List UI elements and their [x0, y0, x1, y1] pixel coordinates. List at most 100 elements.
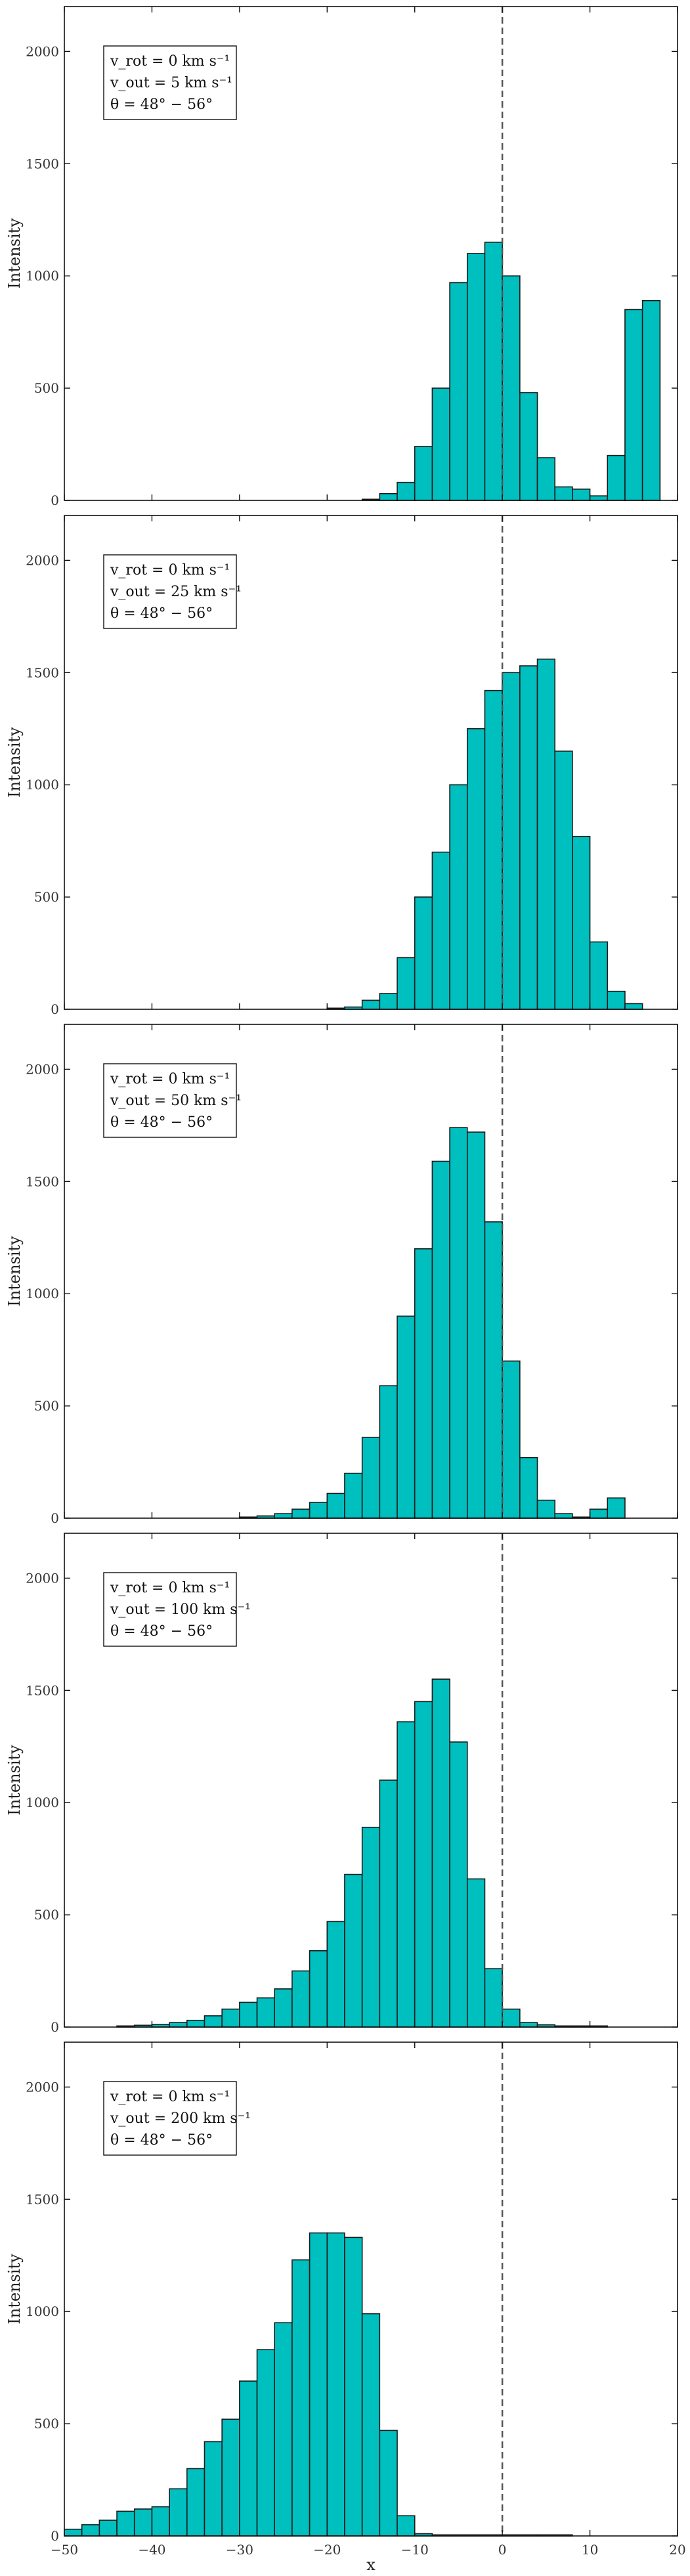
histogram-bar [169, 2022, 188, 2028]
histogram-bar [326, 1921, 345, 2028]
y-tick-label: 500 [34, 1398, 59, 1414]
histogram-bar [309, 1950, 328, 2028]
legend-box [103, 554, 237, 629]
histogram-bar [466, 728, 486, 1010]
plot-frame [64, 2041, 678, 2537]
histogram-bar [519, 392, 538, 501]
histogram-bar [379, 1779, 398, 2028]
histogram-bar [502, 1360, 521, 1519]
histogram-bar [536, 658, 555, 1010]
histogram-bar [326, 1493, 345, 1519]
y-tick-label: 1500 [26, 665, 59, 680]
y-tick-label: 1000 [26, 1286, 59, 1301]
legend-box [103, 1063, 237, 1138]
plot-frame [64, 515, 678, 1010]
histogram-bar [344, 1873, 363, 2028]
y-axis-label: Intensity [5, 2254, 24, 2325]
histogram-bar [81, 2524, 100, 2537]
x-axis-label: x [366, 2556, 376, 2574]
histogram-bar [326, 2232, 345, 2537]
histogram-bar [589, 1508, 609, 1519]
y-tick-label: 500 [34, 889, 59, 905]
y-axis-label: Intensity [5, 1745, 24, 1816]
histogram-bar [536, 1499, 555, 1519]
histogram-bar [239, 2380, 258, 2537]
x-tick-label: 10 [582, 2542, 598, 2558]
histogram-bar [536, 457, 555, 501]
legend-entry: v_out = 5 km s⁻¹ [110, 75, 232, 91]
histogram-bar [466, 1878, 486, 2028]
histogram-bar [449, 282, 468, 501]
histogram-bar [361, 999, 381, 1010]
y-tick-label: 500 [34, 1907, 59, 1923]
histogram-bar [466, 253, 486, 501]
histogram-bar [449, 1127, 468, 1519]
histogram-bar [133, 2508, 153, 2537]
histogram-bar [204, 2015, 223, 2028]
histogram-bar [204, 2441, 223, 2537]
y-tick-label: 0 [51, 1001, 59, 1017]
y-tick-label: 2000 [26, 1061, 59, 1077]
histogram-bar [414, 446, 433, 501]
histogram-bar [572, 836, 591, 1010]
histogram-bar [414, 1701, 433, 2028]
histogram-bar [379, 1385, 398, 1519]
x-tick-label: −30 [226, 2542, 253, 2558]
y-tick-label: 1500 [26, 1173, 59, 1189]
histogram-bar [397, 481, 416, 501]
histogram-bar [519, 1456, 538, 1519]
histogram-bar [624, 309, 643, 501]
histogram-bar [221, 2418, 240, 2537]
panel-2: 0 500 1000 1500 2000 Intensity v_rot = 0 km s⁻… [5, 515, 678, 1017]
histogram-bar [414, 896, 433, 1010]
y-axis-label: Intensity [5, 1236, 24, 1307]
x-tick-label: −40 [138, 2542, 165, 2558]
histogram-bar [554, 751, 573, 1010]
legend-entry: θ = 48° − 56° [110, 605, 213, 622]
legend-box [103, 2081, 237, 2156]
histogram-bar [309, 2232, 328, 2537]
plot-frame [64, 1024, 678, 1519]
histogram-bar [589, 941, 609, 1010]
x-tick-label: 20 [669, 2542, 685, 2558]
y-tick-label: 2000 [26, 43, 59, 59]
histogram-bar [397, 1721, 416, 2028]
legend-entry: v_rot = 0 km s⁻¹ [110, 1071, 230, 1087]
y-axis-label: Intensity [5, 727, 24, 798]
histogram-bar [519, 2022, 538, 2028]
histogram-bar [431, 1678, 450, 2028]
y-tick-label: 0 [51, 492, 59, 508]
histogram-bar [291, 2259, 311, 2537]
histogram-bar [239, 2001, 258, 2028]
histogram-bar [414, 1248, 433, 1519]
histogram-bar [484, 1221, 503, 1519]
histogram-bar [484, 242, 503, 501]
y-tick-label: 1000 [26, 1795, 59, 1810]
histogram-bar [607, 1497, 626, 1519]
y-tick-label: 2000 [26, 2079, 59, 2095]
histogram-bar [274, 2322, 293, 2537]
histogram-bar [256, 1997, 276, 2028]
histogram-bar [502, 2008, 521, 2028]
y-axis-label: Intensity [5, 218, 24, 289]
histogram-bar [484, 689, 503, 1010]
histogram-bar [274, 1513, 293, 1519]
legend-entry: θ = 48° − 56° [110, 2132, 213, 2149]
histogram-bar [554, 486, 573, 501]
y-tick-label: 2000 [26, 1570, 59, 1586]
histogram-bar [361, 1437, 381, 1519]
legend-entry: v_rot = 0 km s⁻¹ [110, 53, 230, 70]
y-tick-label: 1500 [26, 1682, 59, 1698]
legend-entry: θ = 48° − 56° [110, 97, 213, 113]
plot-frame [64, 6, 678, 501]
histogram-bar [466, 1131, 486, 1519]
histogram-bar [186, 2468, 205, 2537]
histogram-bar [624, 1003, 643, 1010]
histogram-bar [116, 2510, 135, 2537]
legend-entry: θ = 48° − 56° [110, 1623, 213, 1640]
histogram-bar [431, 387, 450, 501]
histogram-bar [641, 299, 661, 501]
histogram-bar [397, 957, 416, 1010]
histogram-bar [431, 1160, 450, 1519]
